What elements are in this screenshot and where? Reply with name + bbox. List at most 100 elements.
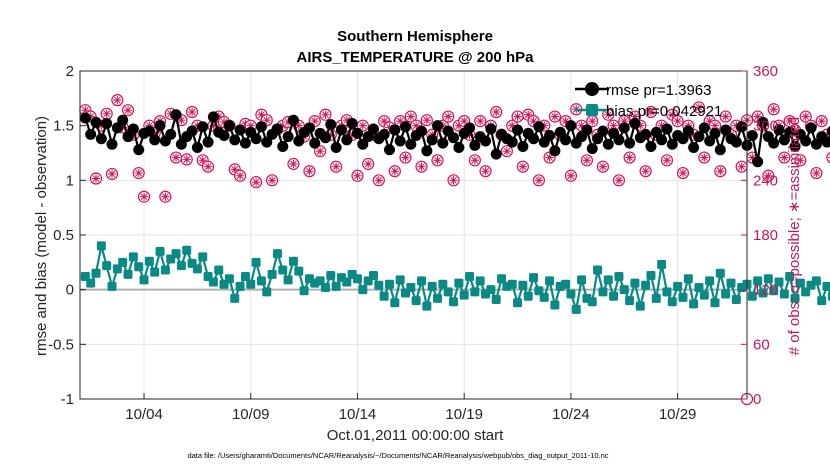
x-tick-label: 10/14 xyxy=(339,406,377,423)
bias-point xyxy=(278,265,288,275)
bias-point xyxy=(256,276,266,286)
bias-point xyxy=(822,281,830,291)
obs-assimilated-marker xyxy=(492,107,501,117)
obs-assimilated-marker xyxy=(267,176,277,185)
rmse-point xyxy=(789,140,801,152)
obs-assimilated-marker xyxy=(646,107,656,117)
bias-point xyxy=(769,286,779,296)
rmse-point xyxy=(512,124,524,136)
x-tick-label: 10/09 xyxy=(232,406,270,423)
bias-point xyxy=(619,285,629,295)
rmse-point xyxy=(143,125,155,137)
rmse-point xyxy=(752,156,764,168)
bias-point xyxy=(299,286,309,296)
bias-point xyxy=(96,241,106,251)
bias-point xyxy=(731,295,741,305)
obs-assimilated-marker xyxy=(470,156,480,165)
obs-assimilated-marker xyxy=(785,116,794,126)
rmse-point xyxy=(202,136,214,148)
bias-point xyxy=(625,296,635,306)
rmse-point xyxy=(602,138,614,150)
obs-assimilated-marker xyxy=(673,116,682,126)
obs-assimilated-marker xyxy=(123,105,133,115)
rmse-point xyxy=(309,137,321,149)
rmse-point xyxy=(394,135,406,147)
rmse-point xyxy=(709,127,721,139)
rmse-point xyxy=(800,135,812,147)
rmse-point xyxy=(480,135,492,147)
rmse-point xyxy=(746,130,758,142)
rmse-point xyxy=(122,131,134,143)
obs-assimilated-marker xyxy=(550,112,560,121)
bias-point xyxy=(571,304,581,314)
bias-point xyxy=(160,265,170,275)
legend-bias-marker xyxy=(586,104,598,116)
rmse-point xyxy=(661,123,673,135)
rmse-point xyxy=(656,134,668,146)
rmse-point xyxy=(399,121,411,133)
rmse-point xyxy=(629,117,641,129)
bias-point xyxy=(779,289,789,299)
bias-point xyxy=(710,298,720,308)
obs-assimilated-marker xyxy=(817,116,826,126)
bias-point xyxy=(224,274,234,284)
bias-point xyxy=(449,297,459,307)
rmse-point xyxy=(175,138,187,150)
y-tick-label-left: -0.5 xyxy=(48,336,74,353)
bias-point xyxy=(118,257,128,267)
obs-assimilated-marker xyxy=(422,116,432,125)
obs-assimilated-marker xyxy=(566,171,576,180)
obs-assimilated-marker xyxy=(662,156,672,165)
rmse-point xyxy=(405,138,417,150)
obs-assimilated-marker xyxy=(182,155,191,164)
rmse-point xyxy=(223,120,235,132)
rmse-point xyxy=(720,124,732,136)
obs-assimilated-marker xyxy=(113,95,122,105)
y-tick-label-right: 300 xyxy=(753,118,778,135)
rmse-point xyxy=(554,126,566,138)
bias-point xyxy=(390,298,400,308)
obs-assimilated-marker xyxy=(187,107,197,117)
rmse-point xyxy=(330,142,342,154)
obs-assimilated-marker xyxy=(358,121,368,130)
bias-point xyxy=(827,291,830,301)
obs-assimilated-marker xyxy=(305,167,314,176)
bias-point xyxy=(176,261,186,271)
bias-point xyxy=(657,260,667,270)
rmse-point xyxy=(197,121,209,133)
obs-assimilated-marker xyxy=(598,162,608,171)
bias-point xyxy=(539,292,549,302)
rmse-point xyxy=(453,142,465,154)
bias-series xyxy=(80,241,830,314)
rmse-point xyxy=(528,133,540,145)
rmse-point xyxy=(469,139,481,151)
bias-point xyxy=(465,272,475,282)
rmse-point xyxy=(682,125,694,137)
bias-point xyxy=(107,281,117,291)
bias-point xyxy=(507,279,517,289)
bias-point xyxy=(566,289,576,299)
obs-assimilated-marker xyxy=(235,171,245,180)
bias-point xyxy=(598,287,608,297)
bias-point xyxy=(785,272,795,282)
obs-assimilated-marker xyxy=(716,167,725,176)
y-tick-label-right: 240 xyxy=(753,172,778,189)
rmse-point xyxy=(736,121,748,133)
rmse-point xyxy=(730,136,742,148)
bias-point xyxy=(726,278,736,288)
rmse-point xyxy=(650,126,662,138)
bias-point xyxy=(651,293,661,303)
bias-point xyxy=(86,278,96,288)
bias-point xyxy=(529,273,539,283)
obs-assimilated-marker xyxy=(796,156,805,165)
obs-assimilated-marker xyxy=(769,105,778,114)
bias-point xyxy=(240,272,250,282)
obs-assimilated-marker xyxy=(353,171,362,180)
rmse-point xyxy=(490,148,502,160)
obs-assimilated-marker xyxy=(721,112,730,121)
bias-point xyxy=(587,297,597,307)
obs-assimilated-marker xyxy=(374,176,384,185)
rmse-point xyxy=(677,133,689,145)
bias-point xyxy=(817,296,827,306)
rmse-point xyxy=(421,145,433,157)
